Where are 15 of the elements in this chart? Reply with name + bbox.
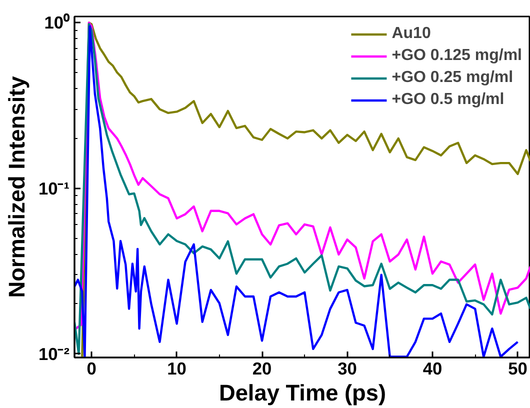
legend-label: +GO 0.5 mg/ml <box>392 91 504 109</box>
x-tick-label: 50 <box>508 358 528 378</box>
legend-label: +GO 0.25 mg/ml <box>392 69 514 87</box>
y-axis-title: Normalized Intensity <box>3 76 30 298</box>
x-tick-label: 10 <box>167 358 186 378</box>
x-tick-label: 40 <box>422 358 442 378</box>
x-axis-title: Delay Time (ps) <box>218 380 386 406</box>
legend-label: +GO 0.125 mg/ml <box>392 47 522 65</box>
legend-label: Au10 <box>392 25 431 43</box>
y-tick-label: 10⁰ <box>44 12 70 33</box>
y-tick-label: 10⁻¹ <box>38 178 70 198</box>
x-tick-label: 20 <box>252 358 272 378</box>
x-tick-label: 0 <box>86 358 96 378</box>
x-tick-label: 30 <box>338 358 357 378</box>
y-tick-label: 10⁻² <box>38 344 70 364</box>
